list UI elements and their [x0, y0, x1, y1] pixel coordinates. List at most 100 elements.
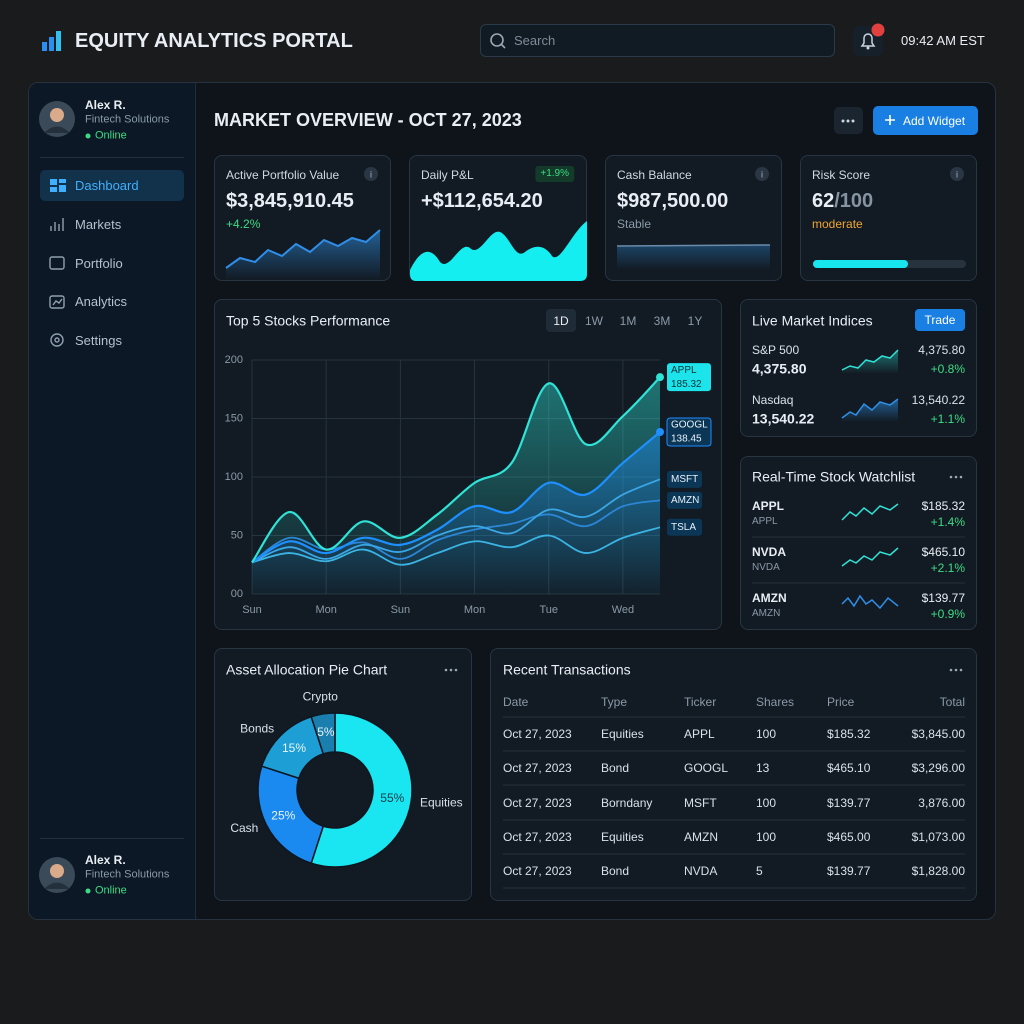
range-tab[interactable]: 1Y	[687, 313, 703, 328]
price: $139.77	[921, 590, 965, 605]
table-cell: 13	[756, 761, 770, 776]
sidebar	[29, 83, 196, 919]
nav-item[interactable]: Analytics	[75, 294, 128, 310]
index-change: +1.1%	[930, 411, 965, 426]
nav-item[interactable]: Portfolio	[75, 255, 123, 271]
pie-card	[214, 648, 472, 901]
search-placeholder: Search	[514, 33, 556, 49]
change: +2.1%	[930, 560, 965, 575]
transactions-card	[490, 648, 977, 901]
table-cell: Borndany	[601, 795, 653, 810]
table-cell: 100	[756, 795, 777, 810]
table-cell: Bond	[601, 761, 630, 776]
app-title: EQUITY ANALYTICS PORTAL	[75, 30, 353, 52]
table-cell: Equities	[601, 829, 644, 844]
range-tab[interactable]: 3M	[653, 313, 671, 328]
ticker-sub: AMZN	[752, 608, 781, 619]
table-cell: 100	[756, 726, 777, 741]
ticker-sub: APPL	[752, 516, 778, 527]
range-active-bg	[546, 309, 576, 332]
ticker-sub: NVDA	[752, 562, 780, 573]
change: +1.4%	[930, 514, 965, 529]
index-price: 4,375.80	[918, 342, 965, 357]
column-header: Total	[939, 694, 965, 709]
index-value: 13,540.22	[752, 410, 815, 427]
range-tab[interactable]: 1D	[553, 313, 569, 328]
price: $185.32	[921, 498, 965, 513]
kpi-score-wrap: 62/100	[812, 189, 873, 213]
line-chart-card	[214, 299, 722, 630]
card-title: Live Market Indices	[752, 312, 873, 329]
table-cell: $139.77	[827, 795, 871, 810]
column-header: Price	[827, 694, 855, 709]
kpi-value: +$112,654.20	[421, 190, 543, 212]
table-cell: $1,828.00	[911, 863, 965, 878]
trade-label[interactable]: Trade	[924, 312, 956, 327]
table-cell: $185.32	[827, 726, 871, 741]
range-tab[interactable]: 1M	[619, 313, 637, 328]
user-status: Online	[95, 129, 127, 142]
add-widget-label[interactable]: Add Widget	[903, 113, 966, 128]
nav-item[interactable]: Settings	[75, 333, 122, 349]
kpi-label: Risk Score	[812, 167, 871, 182]
divider	[40, 838, 184, 839]
table-cell: NVDA	[684, 863, 718, 878]
table-cell: $3,845.00	[911, 726, 965, 741]
table-cell: APPL	[684, 726, 715, 741]
risk-bar	[813, 260, 908, 268]
column-header: Type	[601, 694, 628, 709]
table-cell: Bond	[601, 863, 630, 878]
kpi-label: Daily P&L	[421, 167, 474, 182]
table-cell: Oct 27, 2023	[503, 795, 572, 810]
trade-button[interactable]	[915, 309, 965, 331]
table-cell: 5	[756, 863, 763, 878]
table-cell: Equities	[601, 726, 644, 741]
nav-item[interactable]: Dashboard	[75, 178, 139, 194]
chart-title: Asset Allocation Pie Chart	[226, 661, 388, 678]
kpi-change: +4.2%	[226, 216, 261, 231]
price: $465.10	[921, 544, 965, 559]
divider	[40, 157, 184, 158]
index-name: S&P 500	[752, 342, 800, 357]
more-button[interactable]	[834, 107, 863, 134]
card-title: Real-Time Stock Watchlist	[752, 468, 916, 485]
column-header: Ticker	[684, 694, 717, 709]
page-title: MARKET OVERVIEW - OCT 27, 2023	[214, 110, 522, 131]
kpi-note: moderate	[812, 216, 863, 231]
kpi-value: $3,845,910.45	[226, 190, 354, 212]
notification-count: 2	[875, 25, 881, 35]
ticker: AMZN	[752, 590, 787, 605]
range-tab[interactable]: 1W	[585, 313, 603, 328]
ticker: APPL	[752, 498, 785, 513]
logo-icon	[42, 31, 61, 51]
table-cell: Oct 27, 2023	[503, 726, 572, 741]
search-box[interactable]	[480, 24, 835, 57]
kpi-score: 62	[812, 190, 835, 212]
table-cell: GOOGL	[684, 761, 729, 776]
kpi-badge: +1.9%	[535, 166, 574, 182]
table-cell: $1,073.00	[911, 829, 965, 844]
clock: 09:42 AM EST	[901, 33, 985, 49]
nav-item[interactable]: Markets	[75, 217, 122, 232]
card-title: Recent Transactions	[503, 661, 631, 678]
user-name: Alex R.	[85, 852, 126, 867]
table-cell: Oct 27, 2023	[503, 863, 572, 878]
change: +0.9%	[930, 606, 965, 621]
user-name: Alex R.	[85, 97, 126, 112]
index-value: 4,375.80	[752, 360, 807, 377]
table-cell: $3,296.00	[911, 761, 965, 776]
table-cell: 3,876.00	[918, 795, 965, 810]
table-cell: Oct 27, 2023	[503, 829, 572, 844]
chart-title: Top 5 Stocks Performance	[226, 312, 391, 329]
index-change: +0.8%	[930, 361, 965, 376]
table-cell: $465.00	[827, 829, 871, 844]
table-cell: 100	[756, 829, 777, 844]
kpi-label: Active Portfolio Value	[226, 167, 340, 182]
column-header: Date	[503, 694, 529, 709]
table-cell: MSFT	[684, 795, 717, 810]
table-cell: $465.10	[827, 761, 871, 776]
table-cell: AMZN	[684, 829, 718, 844]
ticker: NVDA	[752, 544, 787, 559]
user-company: Fintech Solutions	[85, 868, 170, 881]
